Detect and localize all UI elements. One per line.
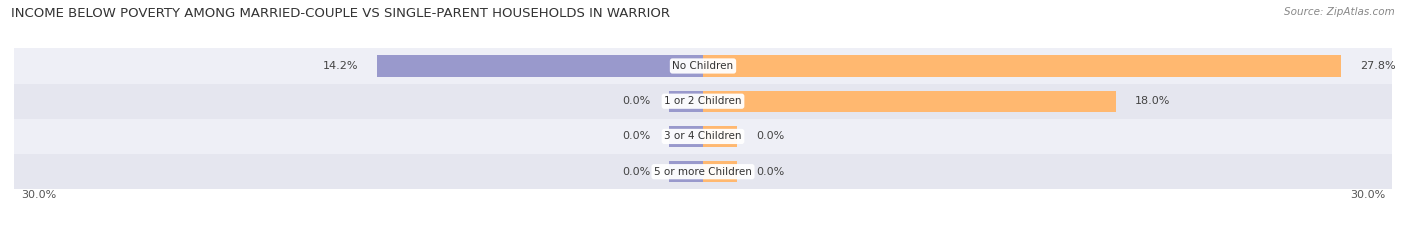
Bar [14,119,1392,154]
Text: 5 or more Children: 5 or more Children [654,167,752,177]
Text: 30.0%: 30.0% [21,190,56,200]
Text: 1 or 2 Children: 1 or 2 Children [664,96,742,106]
Text: INCOME BELOW POVERTY AMONG MARRIED-COUPLE VS SINGLE-PARENT HOUSEHOLDS IN WARRIOR: INCOME BELOW POVERTY AMONG MARRIED-COUPL… [11,7,671,20]
Text: 30.0%: 30.0% [1350,190,1385,200]
Bar [14,84,1392,119]
Text: 0.0%: 0.0% [756,167,785,177]
Bar [669,126,703,147]
Bar [14,48,1392,84]
Text: 0.0%: 0.0% [621,167,650,177]
Bar [703,126,738,147]
Text: 3 or 4 Children: 3 or 4 Children [664,131,742,141]
Text: 0.0%: 0.0% [621,131,650,141]
Text: 18.0%: 18.0% [1135,96,1170,106]
Text: 27.8%: 27.8% [1360,61,1395,71]
Text: 0.0%: 0.0% [756,131,785,141]
Bar [14,154,1392,189]
Text: 14.2%: 14.2% [323,61,359,71]
Bar [669,91,703,112]
Bar [703,91,1116,112]
Text: No Children: No Children [672,61,734,71]
Bar [703,161,738,182]
Bar [377,55,703,77]
Bar [703,55,1341,77]
Bar [669,161,703,182]
Text: Source: ZipAtlas.com: Source: ZipAtlas.com [1284,7,1395,17]
Text: 0.0%: 0.0% [621,96,650,106]
